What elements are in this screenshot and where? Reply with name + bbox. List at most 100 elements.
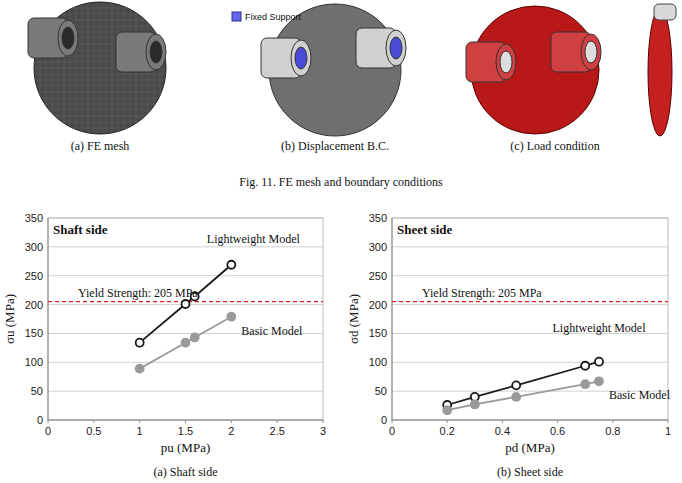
x-axis-title: pd (MPa) <box>505 440 554 455</box>
x-tick-label: 2.5 <box>270 425 285 437</box>
point <box>595 358 603 366</box>
grid-line <box>392 420 668 421</box>
panel-title: Shaft side <box>53 222 108 237</box>
grid-line <box>392 246 668 247</box>
mesh-line <box>34 110 166 111</box>
grid-line <box>48 391 323 392</box>
point <box>512 381 520 389</box>
point <box>227 261 235 269</box>
series-label: Basic Model <box>241 324 303 338</box>
annotation: Yield Strength: 205 MPa <box>78 286 198 300</box>
point <box>471 400 479 408</box>
plot-frame <box>48 218 323 420</box>
point <box>182 300 190 308</box>
panel-caption: (a) Shaft side <box>154 465 218 479</box>
lug-end <box>386 30 406 66</box>
x-tick-label: 3 <box>320 425 326 437</box>
point <box>136 365 144 373</box>
lug-hole <box>62 27 74 49</box>
x-tick-label: 0.4 <box>495 425 510 437</box>
point <box>191 333 199 341</box>
figure: Fixed Support(a) FE mesh(b) Displacement… <box>0 0 682 483</box>
x-axis <box>48 420 323 421</box>
y-tick-label: 0 <box>37 414 43 426</box>
chart: 05010015020025030035000.511.522.53pu (MP… <box>2 212 326 479</box>
x-tick-label: 0.5 <box>86 425 101 437</box>
point <box>182 339 190 347</box>
mesh-line <box>34 116 166 117</box>
series-line <box>447 362 599 405</box>
x-axis-title: pu (MPa) <box>161 440 210 455</box>
grid-line <box>48 246 323 247</box>
y-axis-title: σd (MPa) <box>346 294 361 344</box>
mesh-line <box>34 122 166 123</box>
chart: 05010015020025030035000.20.40.60.81pd (M… <box>346 212 671 479</box>
x-tick-label: 2 <box>228 425 234 437</box>
y-tick-label: 300 <box>25 241 43 253</box>
lug-end <box>58 20 78 56</box>
mesh-line <box>34 92 166 93</box>
y-tick-label: 200 <box>25 299 43 311</box>
panel-title: Sheet side <box>397 222 452 237</box>
x-tick-label: 0.6 <box>550 425 565 437</box>
y-tick-label: 250 <box>25 270 43 282</box>
lug-hole <box>295 47 307 69</box>
x-tick-label: 1 <box>137 425 143 437</box>
sub-caption: (a) FE mesh <box>71 139 130 153</box>
y-tick-label: 250 <box>369 270 387 282</box>
point <box>581 362 589 370</box>
y-tick-label: 300 <box>369 241 387 253</box>
series-label: Lightweight Model <box>553 321 647 335</box>
x-tick-label: 0 <box>389 425 395 437</box>
mesh-line <box>34 86 166 87</box>
y-tick-label: 150 <box>25 327 43 339</box>
grid-line <box>48 420 323 421</box>
y-axis-title: σu (MPa) <box>2 294 17 344</box>
mesh-line <box>34 74 166 75</box>
series-line <box>447 381 599 410</box>
x-tick-label: 0 <box>45 425 51 437</box>
x-tick-label: 0.8 <box>605 425 620 437</box>
point <box>136 339 144 347</box>
x-tick-label: 1 <box>665 425 671 437</box>
background <box>0 0 682 483</box>
marks <box>48 261 323 373</box>
y-axis <box>392 218 393 420</box>
y-tick-label: 50 <box>31 385 43 397</box>
x-tick-label: 1.5 <box>178 425 193 437</box>
lug-end <box>496 44 516 80</box>
lug-hole <box>500 51 512 73</box>
panel-caption: (b) Sheet side <box>497 465 563 479</box>
y-axis <box>48 218 49 420</box>
mesh-line <box>34 104 166 105</box>
mesh-line <box>106 4 107 132</box>
series-line <box>140 265 232 343</box>
y-tick-label: 0 <box>381 414 387 426</box>
grid-line <box>392 362 668 363</box>
mesh-line <box>112 4 113 132</box>
lug-end <box>581 34 601 70</box>
grid-line <box>392 275 668 276</box>
grid-line <box>48 362 323 363</box>
lug-end <box>291 40 311 76</box>
y-tick-label: 150 <box>369 327 387 339</box>
figure-caption: Fig. 11. FE mesh and boundary conditions <box>239 175 443 189</box>
y-tick-label: 350 <box>369 212 387 224</box>
y-tick-label: 200 <box>369 299 387 311</box>
disc-side <box>648 8 672 136</box>
mesh-line <box>34 80 166 81</box>
mesh-line <box>34 98 166 99</box>
y-tick-label: 100 <box>369 356 387 368</box>
x-tick-label: 0.2 <box>440 425 455 437</box>
point <box>443 406 451 414</box>
lug-hole <box>585 41 597 63</box>
legend-label: Fixed Support <box>245 12 302 22</box>
y-tick-label: 100 <box>25 356 43 368</box>
mesh-line <box>34 128 166 129</box>
grid-line <box>48 275 323 276</box>
series-line <box>140 317 232 369</box>
fe-pictures: Fixed Support <box>28 2 676 136</box>
lug-side <box>654 4 676 20</box>
point <box>512 393 520 401</box>
point <box>227 313 235 321</box>
